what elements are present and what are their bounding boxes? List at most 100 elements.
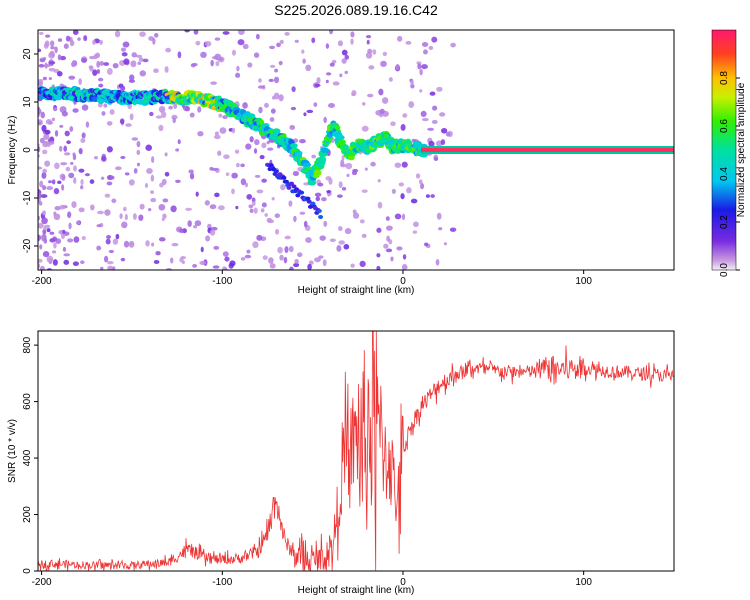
heat-cell — [344, 228, 352, 235]
y-tick-label: 20 — [22, 48, 33, 60]
heat-cell — [150, 174, 155, 182]
heat-cell — [411, 138, 416, 143]
heat-cell — [307, 263, 312, 270]
heat-cell — [199, 260, 207, 265]
heat-cell — [54, 46, 58, 54]
heat-cell — [383, 243, 389, 249]
heat-cell — [175, 179, 181, 184]
spectrogram-y-label: Frequency (Hz) — [7, 116, 18, 185]
heat-cell — [54, 205, 61, 211]
heat-cell — [445, 131, 451, 137]
heat-cell — [194, 220, 202, 227]
heat-cell — [120, 85, 126, 92]
heat-cell — [336, 194, 343, 198]
heat-cell — [319, 235, 326, 241]
heat-cell — [101, 111, 106, 116]
heat-cell — [341, 49, 348, 56]
heat-cell — [161, 178, 167, 186]
heat-cell — [253, 52, 260, 58]
heat-cell — [109, 109, 115, 115]
heat-cell — [412, 221, 419, 228]
heat-cell — [286, 185, 292, 190]
heat-cell — [46, 228, 51, 233]
heat-cell — [124, 172, 130, 176]
heat-cell — [283, 256, 288, 264]
heat-cell — [49, 50, 55, 57]
heat-cell — [172, 117, 176, 124]
heat-cell — [338, 181, 343, 189]
heat-cell — [299, 139, 306, 144]
x-tick-label: 100 — [575, 577, 592, 588]
heat-cell — [115, 233, 120, 240]
heat-cell — [279, 39, 284, 45]
heat-cell — [339, 73, 343, 78]
heat-cell — [288, 245, 294, 253]
heat-cell — [242, 43, 249, 50]
heat-cell — [99, 39, 103, 45]
x-tick-label: -100 — [212, 276, 232, 287]
heat-cell — [155, 115, 163, 119]
heat-cell — [152, 37, 156, 45]
heat-cell — [122, 41, 130, 48]
heat-cell — [294, 39, 299, 43]
heat-cell — [436, 86, 443, 92]
heat-cell — [96, 69, 100, 74]
heat-cell — [289, 124, 296, 130]
heat-cell — [247, 62, 253, 68]
x-tick-label: 0 — [400, 577, 406, 588]
heat-cell — [262, 255, 268, 260]
heat-cell — [179, 228, 184, 234]
heat-cell — [267, 147, 274, 151]
heat-cell — [39, 244, 43, 250]
heat-cell — [329, 30, 334, 35]
heat-cell — [97, 98, 105, 105]
heat-cell — [428, 140, 435, 148]
heat-cell — [45, 34, 51, 38]
heat-cell — [359, 219, 365, 224]
heat-cell — [256, 234, 263, 241]
heat-cell — [38, 234, 41, 242]
heat-cell — [65, 35, 71, 42]
heat-cell — [73, 165, 77, 172]
heat-cell — [80, 138, 86, 143]
heat-cell — [72, 261, 79, 267]
heat-cell — [78, 147, 83, 155]
heat-cell — [38, 166, 43, 170]
heat-cell — [284, 31, 290, 36]
heat-cell — [268, 78, 274, 83]
heat-cell — [245, 143, 252, 150]
heat-cell — [211, 167, 218, 171]
heat-cell — [293, 215, 297, 223]
x-tick-label: 0 — [400, 276, 406, 287]
heat-cell — [150, 197, 157, 203]
heat-cell — [249, 208, 254, 213]
heat-cell — [39, 137, 45, 144]
heat-cell — [222, 266, 227, 270]
heat-cell — [180, 256, 186, 260]
heat-cell — [350, 31, 355, 38]
heat-cell — [84, 173, 90, 177]
heat-cell — [69, 126, 74, 132]
heat-cell — [258, 119, 265, 126]
snr-series-line — [38, 331, 674, 571]
heat-cell — [39, 58, 46, 63]
heat-cell — [273, 76, 280, 84]
heat-cell — [52, 236, 58, 242]
heat-cell — [274, 68, 279, 73]
heat-cell — [431, 119, 438, 125]
heat-cell — [214, 131, 219, 136]
heat-cell — [187, 220, 192, 227]
heat-cell — [68, 172, 75, 179]
heat-cell — [346, 173, 350, 178]
heat-cell — [53, 242, 57, 249]
colorbar: 0.0 0.2 0.4 0.6 0.8 Normalized spectral ampl… — [711, 29, 747, 277]
heat-cell — [207, 223, 212, 230]
heat-cell — [38, 222, 44, 229]
heat-cell — [359, 260, 366, 268]
heat-cell — [61, 184, 65, 191]
heat-cell — [388, 77, 393, 82]
heat-cell — [435, 258, 440, 266]
heat-cell — [131, 52, 137, 58]
heat-cell — [38, 196, 41, 203]
heat-cell — [400, 124, 406, 131]
